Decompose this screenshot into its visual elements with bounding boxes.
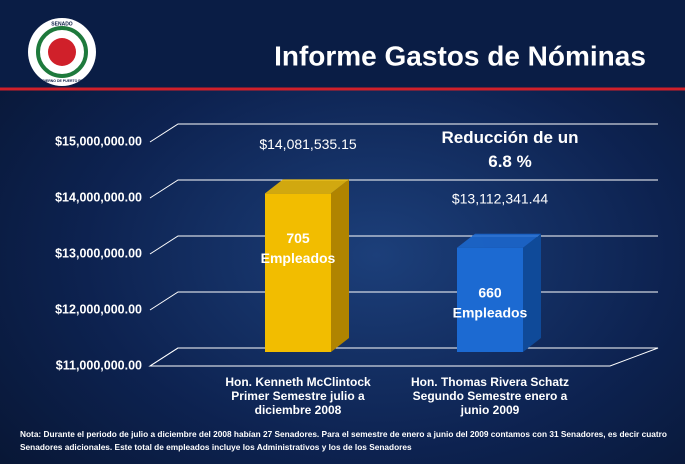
value-label: $13,112,341.44: [452, 190, 548, 206]
value-label: $14,081,535.15: [259, 136, 357, 152]
bar-top: [265, 179, 349, 194]
grid-line: [149, 179, 658, 199]
logo-ring: [36, 26, 88, 78]
note: Nota: Durante el periodo de julio a dici…: [20, 429, 667, 452]
y-tick-label: $11,000,000.00: [56, 358, 142, 372]
employee-count: 660: [478, 284, 502, 300]
employee-label: Empleados: [261, 250, 336, 266]
grid-line: [149, 235, 658, 255]
grid-line: [149, 123, 658, 143]
annotation: Reducción de un 6.8 %: [441, 128, 579, 171]
grid-line: [149, 347, 658, 367]
logo-top: SENADO: [51, 21, 73, 27]
x-tick-label: Hon. Thomas Rivera Schatz Segundo Semest…: [410, 375, 570, 417]
bar-top: [457, 233, 541, 248]
bar-side: [523, 233, 541, 352]
y-tick-label: $13,000,000.00: [55, 246, 142, 260]
logo-center: [48, 38, 76, 66]
y-tick-label: $12,000,000.00: [55, 302, 142, 316]
logo-bottom: GOBIERNO DE PUERTO RICO: [37, 79, 87, 83]
y-tick-label: $14,000,000.00: [55, 190, 142, 204]
x-tick-label: Hon. Kenneth McClintock Primer Semestre …: [225, 375, 371, 417]
floor: [148, 347, 659, 367]
chart-title: Informe Gastos de Nóminas: [274, 40, 646, 71]
bar: [265, 193, 331, 352]
employee-count: 705: [286, 230, 310, 246]
bar: [457, 247, 523, 352]
y-tick-label: $15,000,000.00: [55, 134, 142, 148]
bar-side: [331, 179, 349, 352]
header-band: [0, 0, 685, 88]
employee-label: Empleados: [453, 304, 528, 320]
grid-line: [149, 291, 658, 311]
